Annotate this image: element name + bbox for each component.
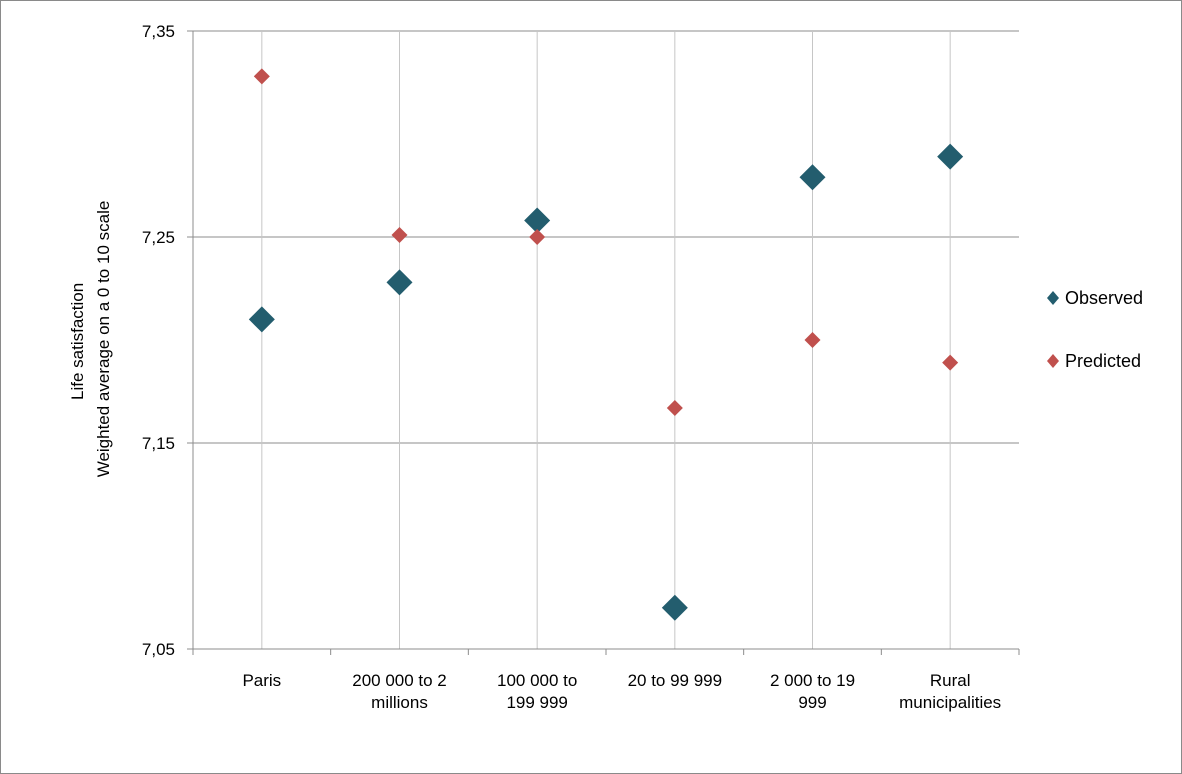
x-category-label: 100 000 to 199 999 <box>497 671 577 712</box>
grid-lines <box>193 30 1019 650</box>
legend-label-predicted: Predicted <box>1065 351 1141 371</box>
legend-label-observed: Observed <box>1065 288 1143 308</box>
legend-item-predicted: Predicted <box>1047 351 1141 371</box>
x-category-label: Paris <box>242 671 281 690</box>
y-tick-label: 7,25 <box>142 228 175 247</box>
observed-point <box>386 269 413 296</box>
observed-point <box>524 207 551 234</box>
observed-point <box>799 164 826 191</box>
observed-point <box>248 306 275 333</box>
y-axis-title-line1: Life satisfaction <box>68 283 87 400</box>
y-tick-label: 7,35 <box>142 22 175 41</box>
predicted-point <box>942 354 959 371</box>
x-category-label: 2 000 to 19 999 <box>770 671 855 712</box>
y-axis-title: Life satisfaction Weighted average on a … <box>68 201 113 478</box>
legend-item-observed: Observed <box>1047 288 1143 308</box>
observed-point <box>937 143 964 170</box>
y-axis-title-line2: Weighted average on a 0 to 10 scale <box>94 201 113 478</box>
legend-marker-predicted <box>1047 354 1059 368</box>
axes <box>187 30 1020 655</box>
predicted-point <box>391 226 408 243</box>
x-category-labels: Paris 200 000 to 2 millions 100 000 to 199 9… <box>242 671 1001 712</box>
predicted-point <box>529 229 546 245</box>
x-category-label: Rural municipalities <box>899 671 1001 712</box>
predicted-point <box>666 399 683 416</box>
observed-point <box>661 594 688 621</box>
y-tick-label: 7,05 <box>142 640 175 659</box>
x-category-label: 200 000 to 2 millions <box>352 671 447 712</box>
predicted-point <box>804 332 821 348</box>
y-tick-labels: 7,05 7,15 7,25 7,35 <box>142 22 175 659</box>
legend-marker-observed <box>1047 291 1059 305</box>
predicted-point <box>253 68 270 85</box>
legend: Observed Predicted <box>1047 288 1143 371</box>
data-points <box>248 68 964 621</box>
x-category-label: 20 to 99 999 <box>628 671 723 690</box>
y-tick-label: 7,15 <box>142 434 175 453</box>
